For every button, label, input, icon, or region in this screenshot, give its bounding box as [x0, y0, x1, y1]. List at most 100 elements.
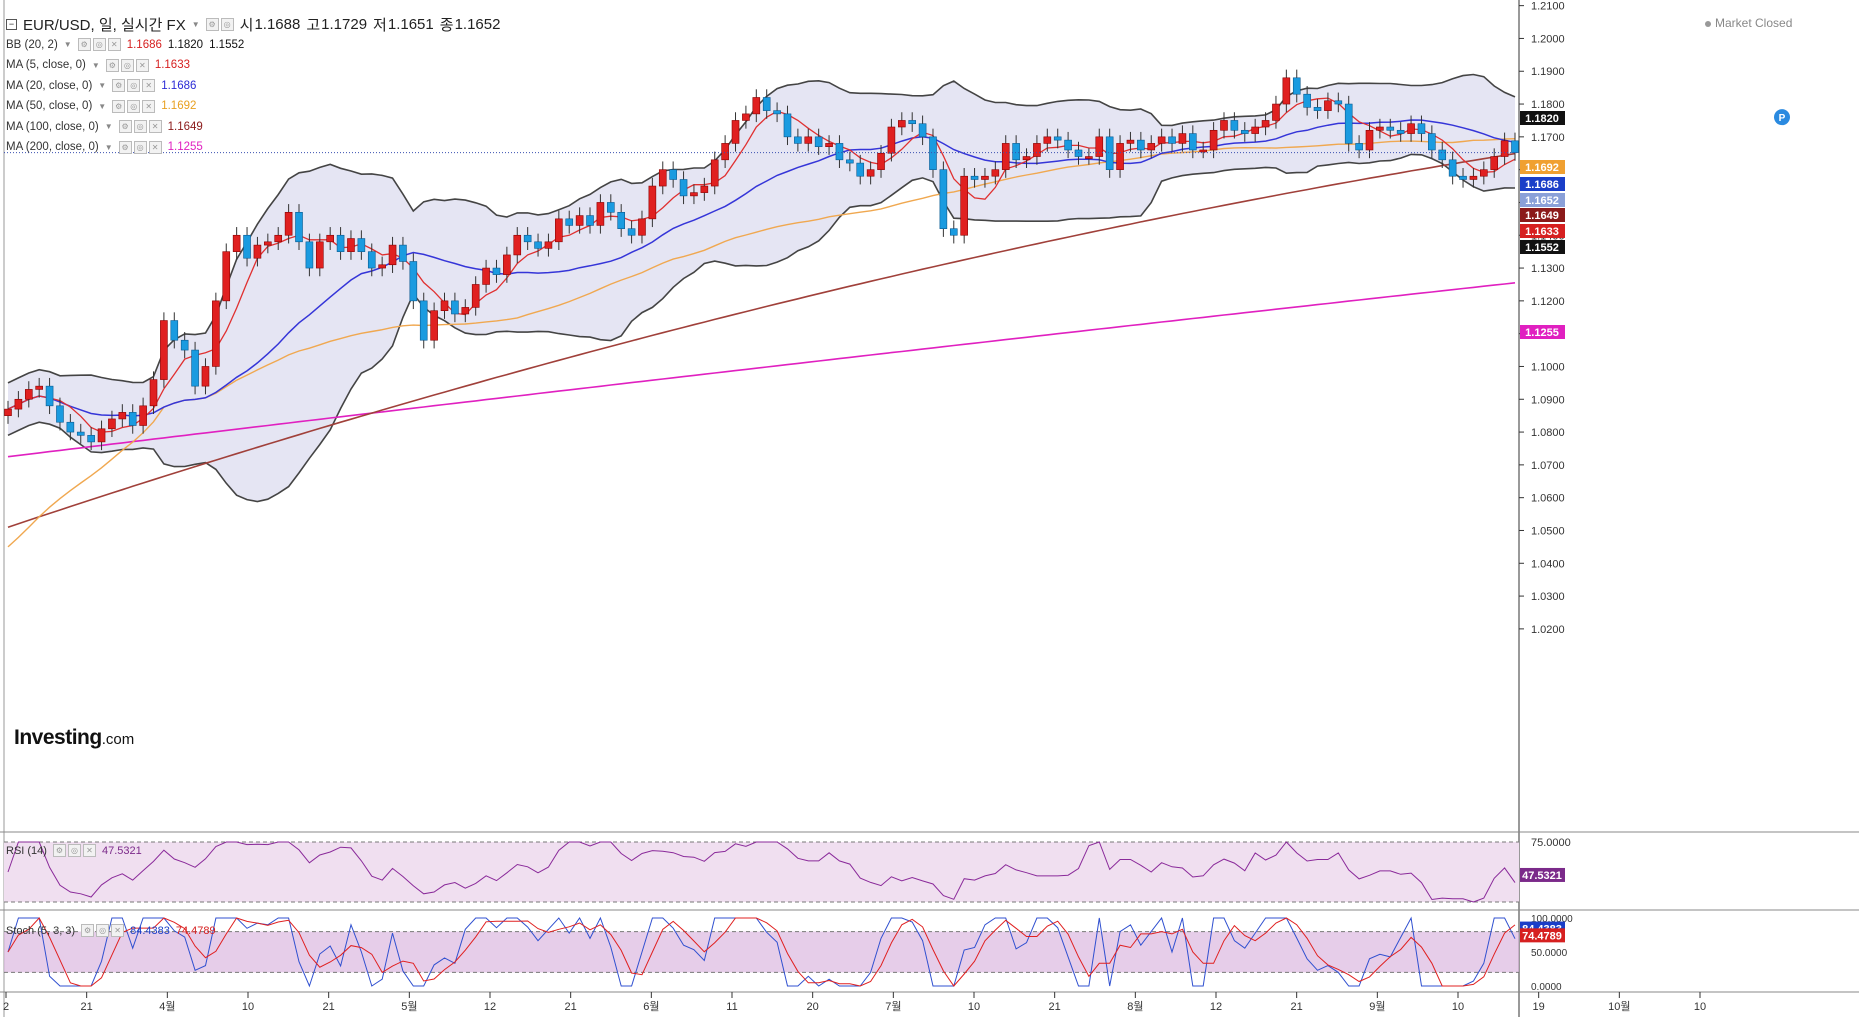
stoch-legend: Stoch (5, 3, 3) ⚙ ◎ ✕ 84.4383 74.4789: [6, 924, 216, 937]
indicator-row[interactable]: MA (200, close, 0) ▼ ⚙ ◎ ✕ 1.1255: [6, 140, 203, 154]
x-tick-label: 7월: [885, 1000, 901, 1013]
indicator-label[interactable]: MA (20, close, 0): [6, 79, 93, 92]
candle-body: [295, 211, 303, 243]
candle-body: [118, 412, 127, 420]
candle-body: [1407, 123, 1415, 134]
candle-body: [731, 120, 740, 144]
candle-body: [357, 238, 366, 252]
candle-body: [513, 234, 522, 256]
indicator-label[interactable]: MA (200, close, 0): [6, 141, 99, 153]
candle-body: [1376, 126, 1384, 131]
candle-body: [399, 244, 407, 262]
indicator-label[interactable]: MA (5, close, 0): [6, 59, 86, 71]
indicator-label[interactable]: MA (50, close, 0): [6, 100, 93, 112]
indicator-tools[interactable]: ⚙ ◎ ✕: [118, 120, 162, 133]
candle-body: [274, 234, 283, 243]
y-tick-label: 1.0600: [1531, 493, 1565, 505]
candle-body: [482, 267, 490, 285]
rsi-tick-label: 75.0000: [1531, 837, 1571, 849]
header-tools[interactable]: ⚙ ◎: [205, 18, 234, 31]
x-tick-label: 20: [807, 1001, 819, 1013]
indicator-value: 1.1820: [167, 38, 204, 51]
chart-header: − EUR/USD, 일, 실시간 FX ▼ ⚙ ◎ 시 1.1688 고 1.172…: [6, 14, 500, 35]
rsi-tools[interactable]: ⚙ ◎ ✕: [52, 844, 96, 857]
symbol-title[interactable]: EUR/USD, 일, 실시간 FX: [23, 17, 186, 34]
y-tick-label: 1.0200: [1531, 624, 1565, 636]
position-marker-icon: [1774, 109, 1790, 126]
x-tick-label: 6월: [643, 1000, 659, 1013]
candle-body: [762, 97, 771, 111]
indicator-row[interactable]: MA (5, close, 0) ▼ ⚙ ◎ ✕ 1.1633: [6, 58, 190, 72]
candle-body: [253, 244, 262, 259]
indicator-tools[interactable]: ⚙ ◎ ✕: [118, 140, 162, 154]
chevron-down-icon[interactable]: ▼: [98, 81, 107, 90]
indicator-tools[interactable]: ⚙ ◎ ✕: [105, 58, 149, 72]
indicator-row[interactable]: MA (50, close, 0) ▼ ⚙ ◎ ✕ 1.1692: [6, 99, 196, 113]
stoch-label[interactable]: Stoch (5, 3, 3): [6, 924, 76, 937]
high-label: 고: [306, 17, 321, 34]
rsi-tag-label: 47.5321: [1522, 870, 1562, 882]
chevron-down-icon[interactable]: ▼: [191, 20, 200, 29]
chevron-down-icon[interactable]: ▼: [104, 122, 113, 131]
x-tick-label: 5월: [401, 1000, 417, 1013]
indicator-tools[interactable]: ⚙ ◎ ✕: [77, 38, 121, 51]
candle-body: [97, 428, 106, 443]
low-value: 1.1651: [387, 16, 434, 33]
indicator-tools[interactable]: ⚙ ◎ ✕: [112, 99, 156, 113]
candle-body: [222, 251, 231, 302]
candle-body: [1459, 175, 1467, 180]
indicator-value: 1.1686: [126, 38, 162, 51]
candle-body: [773, 110, 781, 115]
candle-body: [1199, 149, 1208, 153]
stoch-tools[interactable]: ⚙ ◎ ✕: [81, 924, 125, 937]
chevron-down-icon[interactable]: ▼: [63, 40, 72, 49]
candle-body: [846, 159, 854, 164]
candle-body: [596, 202, 605, 226]
indicator-row[interactable]: MA (100, close, 0) ▼ ⚙ ◎ ✕ 1.1649: [6, 120, 203, 133]
chevron-down-icon[interactable]: ▼: [98, 101, 107, 111]
x-tick-label: 12: [484, 1001, 496, 1013]
candle-body: [679, 179, 688, 197]
candle-body: [1355, 143, 1363, 151]
chevron-down-icon[interactable]: ▼: [104, 142, 113, 152]
price-tag: [1520, 160, 1565, 174]
candle-body: [1189, 133, 1197, 151]
indicator-tools[interactable]: ⚙ ◎ ✕: [112, 79, 156, 92]
candle-body: [523, 234, 532, 243]
rsi-label[interactable]: RSI (14): [6, 844, 47, 857]
indicator-row[interactable]: BB (20, 2) ▼ ⚙ ◎ ✕ 1.1686 1.1820 1.1552: [6, 38, 244, 51]
candle-body: [814, 136, 823, 147]
candle-body: [1344, 103, 1353, 144]
x-tick-label: 21: [565, 1001, 577, 1013]
y-tick-label: 1.0700: [1531, 460, 1565, 472]
candle-body: [669, 169, 677, 180]
price-tag: [1520, 193, 1565, 207]
indicator-label[interactable]: BB (20, 2): [6, 38, 58, 51]
candle-body: [336, 234, 345, 252]
y-tick-label: 1.1000: [1531, 361, 1565, 373]
candle-body: [1303, 93, 1311, 108]
indicator-row[interactable]: MA (20, close, 0) ▼ ⚙ ◎ ✕ 1.1686: [6, 79, 196, 92]
candle-body: [1095, 136, 1104, 157]
candle-body: [1292, 77, 1301, 95]
candle-body: [752, 97, 761, 115]
x-tick-label: 10: [968, 1001, 980, 1013]
candle-body: [1022, 156, 1031, 161]
candle-body: [534, 241, 542, 249]
low-label: 저: [373, 17, 387, 34]
investing-logo: Investing.com: [14, 726, 135, 749]
indicator-label[interactable]: MA (100, close, 0): [6, 120, 99, 133]
candle-body: [45, 385, 54, 407]
candle-body: [1053, 136, 1062, 141]
price-tag-label: 1.1633: [1525, 226, 1559, 238]
candle-body: [970, 175, 979, 180]
collapse-icon[interactable]: −: [6, 19, 17, 30]
candle-body: [56, 405, 64, 423]
candle-body: [783, 113, 792, 138]
chevron-down-icon[interactable]: ▼: [91, 60, 100, 70]
candle-body: [960, 175, 968, 236]
y-tick-label: 1.1200: [1531, 296, 1565, 308]
candle-body: [1313, 107, 1322, 111]
